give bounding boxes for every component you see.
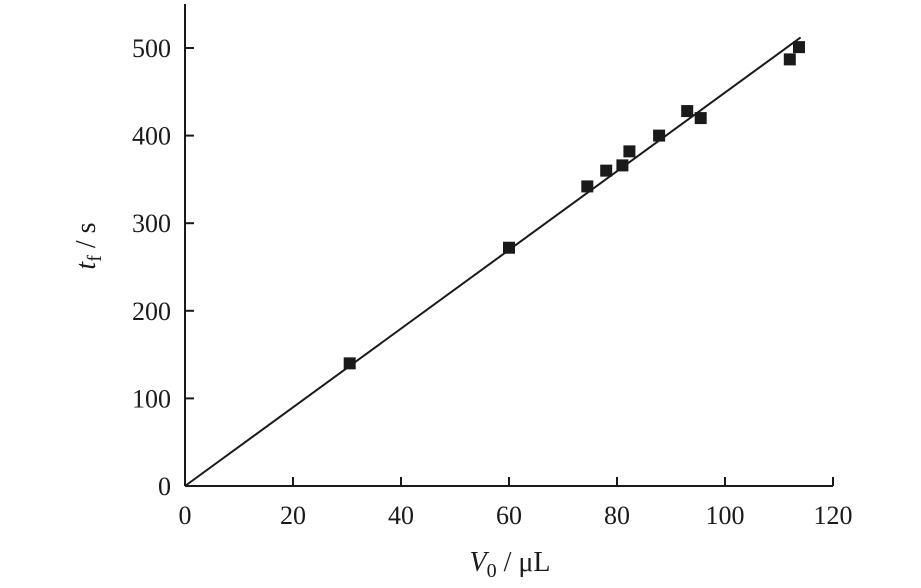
data-point-5 bbox=[616, 159, 629, 172]
x-axis-unit: / μL bbox=[497, 547, 551, 578]
points-layer bbox=[343, 41, 805, 370]
y-tick-label-100: 100 bbox=[132, 384, 171, 413]
data-point-3 bbox=[581, 180, 594, 193]
y-axis-variable: t bbox=[71, 261, 102, 270]
data-point-7 bbox=[653, 129, 666, 142]
fit-layer bbox=[184, 36, 802, 487]
data-point-9 bbox=[694, 112, 707, 125]
x-tick-label-0: 0 bbox=[179, 501, 192, 530]
ticks: 0 20 40 60 80 100 120 0 100 200 300 400 500 bbox=[132, 34, 853, 530]
x-tick-label-120: 120 bbox=[814, 501, 853, 530]
fit-line bbox=[184, 36, 802, 487]
y-tick-label-300: 300 bbox=[132, 209, 171, 238]
data-point-4 bbox=[600, 164, 613, 177]
data-point-10 bbox=[783, 53, 796, 66]
x-tick-label-20: 20 bbox=[280, 501, 306, 530]
y-axis-title: tf / s bbox=[71, 222, 106, 269]
x-tick-label-100: 100 bbox=[706, 501, 745, 530]
x-tick-label-80: 80 bbox=[604, 501, 630, 530]
data-point-11 bbox=[792, 41, 805, 54]
data-point-8 bbox=[681, 105, 694, 118]
y-tick-label-400: 400 bbox=[132, 122, 171, 151]
x-tick-label-40: 40 bbox=[388, 501, 414, 530]
data-point-1 bbox=[343, 357, 356, 370]
y-axis-unit: / s bbox=[71, 222, 102, 255]
x-tick-label-60: 60 bbox=[496, 501, 522, 530]
x-axis-subscript: 0 bbox=[487, 560, 497, 582]
data-point-6 bbox=[623, 145, 636, 158]
x-axis-title: V0 / μL bbox=[469, 547, 550, 582]
y-tick-label-0: 0 bbox=[158, 472, 171, 501]
data-point-2 bbox=[503, 241, 515, 254]
x-axis-variable: V bbox=[469, 547, 489, 578]
y-axis-subscript: f bbox=[84, 255, 106, 262]
y-tick-label-500: 500 bbox=[132, 34, 171, 63]
y-tick-label-200: 200 bbox=[132, 297, 171, 326]
